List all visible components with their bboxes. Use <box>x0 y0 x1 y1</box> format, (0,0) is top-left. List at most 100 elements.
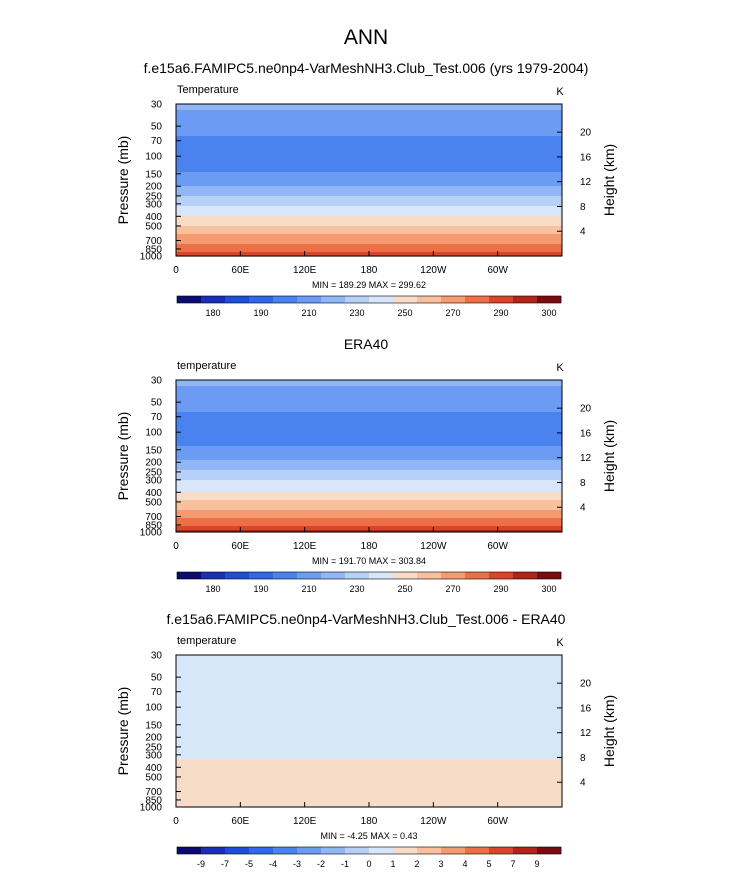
panel-1-lon-tick-label: 120W <box>420 265 447 276</box>
panel-2-field-band <box>176 412 562 415</box>
panel-1-field-band <box>176 108 562 111</box>
panel-2-lon-tick-label: 60E <box>231 541 249 552</box>
panel-1-field-band <box>176 170 562 173</box>
panel-1-height-tick-label: 8 <box>580 202 586 213</box>
panel-3-field-band <box>176 761 562 764</box>
panel-3-colorbar-box <box>297 847 322 854</box>
panel-1-field-band <box>176 132 562 135</box>
panel-3-field-band <box>176 661 562 664</box>
panel-3-colorbar-box <box>513 847 538 854</box>
panel-1-colorbar-box <box>201 296 226 303</box>
panel-1-pressure-tick-label: 250 <box>145 191 162 202</box>
panel-1-colorbar-label: 250 <box>397 308 412 318</box>
panel-1-field-band <box>176 124 562 127</box>
panel-1-height-tick-label: 20 <box>580 128 592 139</box>
panel-2-field-band <box>176 502 562 505</box>
panel-1: f.e15a6.FAMIPC5.ne0np4-VarMeshNH3.Club_T… <box>115 60 617 318</box>
panel-3-field-band <box>176 749 562 752</box>
panel-3-colorbar-box <box>465 847 490 854</box>
panel-3-field-band <box>176 789 562 792</box>
panel-2-field-band <box>176 390 562 393</box>
panel-1-field-band <box>176 156 562 159</box>
panel-3-field-band <box>176 729 562 732</box>
panel-1-field-band <box>176 118 562 121</box>
panel-3-field-band <box>176 721 562 724</box>
panel-3-colorbar-box <box>393 847 418 854</box>
panel-1-colorbar-label: 180 <box>205 308 220 318</box>
panel-3-field-band <box>176 767 562 770</box>
panel-3-colorbar-frame <box>176 846 562 855</box>
panel-2-pressure-tick-label: 200 <box>145 458 162 469</box>
panel-1-field-band <box>176 214 562 217</box>
panel-1-field-band <box>176 216 562 219</box>
panel-3-field-band <box>176 759 562 762</box>
panel-2-pressure-tick-label: 500 <box>145 497 162 508</box>
panel-3-field-band <box>176 689 562 692</box>
panel-3-field-band <box>176 723 562 726</box>
panel-1-colorbar-label: 290 <box>493 308 508 318</box>
panel-2-field-band <box>176 474 562 477</box>
panel-2-field-band <box>176 440 562 443</box>
panel-1-field-band <box>176 176 562 179</box>
panel-2-colorbar-label: 250 <box>397 584 412 594</box>
panel-3-colorbar-box <box>537 847 562 854</box>
panel-3-field-band <box>176 773 562 776</box>
panel-2-colorbar-box <box>201 572 226 579</box>
panel-3-colorbar-label: -5 <box>245 859 253 869</box>
panel-2-field-band <box>176 380 562 383</box>
panel-2-height-tick-label: 16 <box>580 428 592 439</box>
panel-2-colorbar-box <box>273 572 298 579</box>
panel-1-field-band <box>176 112 562 115</box>
panel-3-field-band <box>176 753 562 756</box>
panel-3-pressure-tick-label: 200 <box>145 733 162 744</box>
panel-1-field-band <box>176 218 562 221</box>
panel-2-field-band <box>176 396 562 399</box>
panel-3-field-band <box>176 667 562 670</box>
panel-1-colorbar-box <box>321 296 346 303</box>
panel-1-field-band <box>176 188 562 191</box>
panel-3: f.e15a6.FAMIPC5.ne0np4-VarMeshNH3.Club_T… <box>115 611 617 869</box>
panel-3-field-band <box>176 683 562 686</box>
panel-1-field-band <box>176 230 562 233</box>
panel-2-field-band <box>176 432 562 435</box>
panel-1-field-band <box>176 186 562 189</box>
panel-1-colorbar-label: 230 <box>349 308 364 318</box>
panel-3-field-band <box>176 697 562 700</box>
panel-1-field-band <box>176 138 562 141</box>
panel-3-lon-tick-label: 60W <box>487 816 508 827</box>
panel-1-pressure-tick-label: 500 <box>145 221 162 232</box>
panel-1-field-band <box>176 150 562 153</box>
panel-3-colorbar-box <box>369 847 394 854</box>
panel-3-pressure-tick-label: 700 <box>145 787 162 798</box>
panel-3-field-band <box>176 679 562 682</box>
panel-3-field-band <box>176 685 562 688</box>
panel-3-lon-tick-label: 60E <box>231 816 249 827</box>
panel-3-field-band <box>176 733 562 736</box>
panel-1-field-band <box>176 158 562 161</box>
panel-2-pressure-tick-label: 850 <box>145 520 162 531</box>
panel-1-lon-tick-label: 0 <box>173 265 179 276</box>
panel-2-field-band <box>176 492 562 495</box>
panel-2-colorbar-box <box>297 572 322 579</box>
panel-2-colorbar-frame <box>176 571 562 580</box>
panel-3-field-band <box>176 691 562 694</box>
panel-1-field-band <box>176 116 562 119</box>
panel-3-lon-tick-label: 120W <box>420 816 447 827</box>
panel-1-field-band <box>176 164 562 167</box>
panel-2-field-band <box>176 506 562 509</box>
panel-1-field-band <box>176 178 562 181</box>
panel-2-colorbar-label: 290 <box>493 584 508 594</box>
panel-1-colorbar-label: 270 <box>445 308 460 318</box>
panel-3-field-band <box>176 727 562 730</box>
panel-3-field-band <box>176 747 562 750</box>
panel-1-field-band <box>176 220 562 223</box>
panel-3-colorbar-label: 5 <box>486 859 491 869</box>
panel-3-field-band <box>176 783 562 786</box>
panel-3-height-tick-label: 4 <box>580 778 586 789</box>
panel-2-field-band <box>176 446 562 449</box>
panel-3-variable-label: temperature <box>177 635 236 647</box>
panel-3-colorbar-box <box>201 847 226 854</box>
panel-2-colorbar-box <box>465 572 490 579</box>
panel-3-field-band <box>176 775 562 778</box>
panel-3-field-band <box>176 701 562 704</box>
